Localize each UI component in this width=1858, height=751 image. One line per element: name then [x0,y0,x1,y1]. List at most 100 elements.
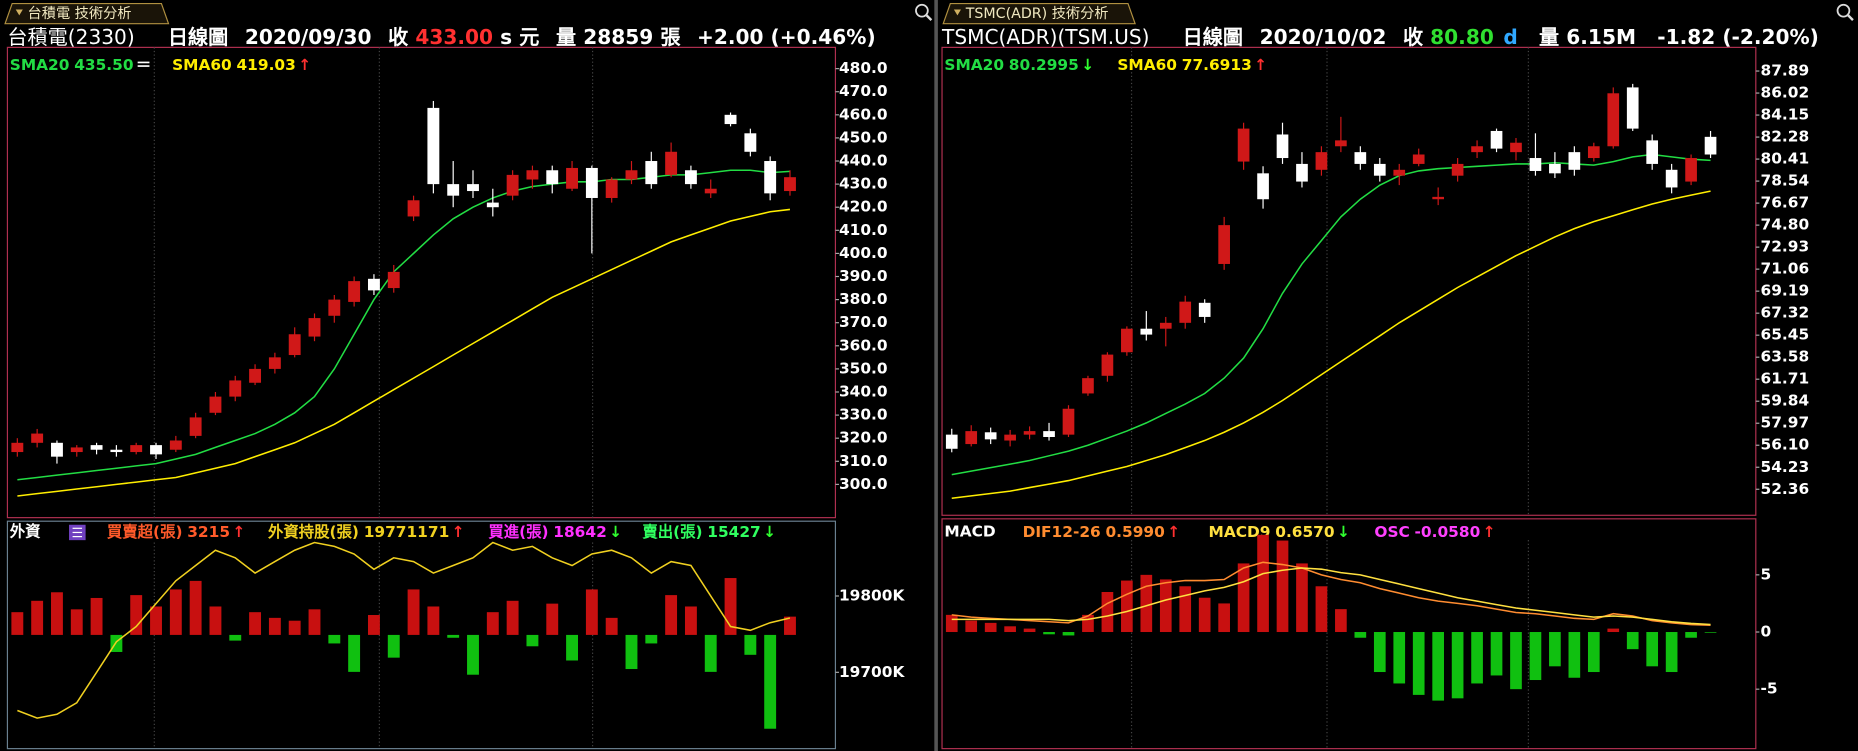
indicator-line [951,567,1711,626]
candle-body [169,440,182,450]
main-frame [941,46,1757,516]
legend-entry: SMA20 435.50 ＝ [10,56,151,74]
y-tick-label: 370.0 [839,313,888,331]
candle-body [1626,87,1639,129]
bar [1101,592,1114,633]
candle-body [209,396,222,413]
legend-value: 15427 [707,522,760,540]
zoom-icon[interactable] [915,3,929,18]
bar [367,615,380,635]
y-tick-label: 390.0 [839,267,888,285]
legend-arrow: ↑ [232,522,245,540]
legend-value: 0.6570 [1275,522,1334,540]
candle-body [625,170,638,180]
legend-name: OSC [1374,522,1409,540]
candle-body [387,271,400,289]
header-item: TSMC(ADR)(TSM.US) [941,24,1149,48]
candle-body [407,200,420,217]
sub-title: MACD [944,522,995,540]
sub-title: 外資 [10,521,41,540]
y-tick-label: 82.28 [1761,128,1810,146]
candle-body [1451,163,1464,176]
header-item: -1.82 (-2.20%) [1657,24,1819,48]
candle-body [1529,158,1542,171]
candle-body [1354,152,1367,164]
candle-body [1023,431,1036,435]
ma-line [951,190,1711,499]
tab-arrow [953,9,961,16]
candle-body [229,380,242,397]
candle-body [704,188,717,194]
y-tick-label: 80.41 [1761,150,1810,168]
bar [1296,563,1308,633]
candle-body [744,133,757,152]
bar [984,622,997,633]
sub-frame [6,520,837,750]
legend-entry: 外資持股(張) 19771171 ↑ [268,521,465,540]
legend-arrow: ↑ [452,522,465,540]
y-tick-label: 63.58 [1761,348,1810,366]
tab-title: 台積電 技術分析 [28,5,132,22]
y-tick-label: 86.02 [1761,84,1810,102]
y-tick-label: 69.19 [1761,282,1810,300]
y-tick-label: 450.0 [839,128,888,146]
bar [229,634,242,641]
bar [486,612,499,635]
bar [1587,632,1600,673]
candle-body [51,442,63,457]
bar [1004,626,1016,633]
candle-body [328,299,341,316]
y-tick-label: 61.71 [1761,370,1810,388]
candle-body [965,431,978,445]
legend-value: 419.03 [236,56,295,74]
bar [566,634,578,661]
candle-body [1393,169,1406,176]
y-tick-label: 74.80 [1761,216,1810,234]
candle-body [1101,354,1114,376]
y-tick-label: 460.0 [839,105,888,123]
bar [1140,574,1153,633]
zoom-icon[interactable] [1836,3,1851,18]
bar [704,634,717,672]
zoom-handle [925,14,933,21]
candle-body [1082,378,1094,394]
legend-arrow: ↑ [1167,522,1180,540]
candle-body [31,433,44,443]
candle-body [724,114,737,125]
bar [605,617,618,635]
legend-name: 外資持股(張) [268,521,359,540]
legend-entry: SMA20 80.2995 ↓ [944,56,1094,74]
ma-line [951,153,1711,476]
bar [764,634,777,729]
y-tick-label: 87.89 [1761,62,1810,80]
bar [1529,632,1542,681]
ma-line [17,208,791,497]
legend-entry: 賣出(張) 15427 ↓ [642,521,776,540]
bar [308,609,321,635]
bar [585,589,598,635]
y-tick-label: 54.23 [1761,458,1810,476]
bar [447,634,460,638]
bar [645,634,658,644]
bar [1432,632,1444,701]
y-tick-label: 57.97 [1761,414,1810,432]
legend-name: SMA20 [10,56,70,74]
y-tick-label: 76.67 [1761,194,1810,212]
candle-body [447,184,460,196]
candle-body [1490,130,1503,149]
bar [965,620,978,633]
bar [1568,632,1581,678]
bar [1451,632,1464,699]
candle-body [1257,173,1269,200]
bar [268,617,281,635]
header-item: 張 [660,24,681,48]
legend-name: SMA20 [944,56,1004,74]
sub-frame [941,518,1757,750]
legend-name: 買進(張) [488,522,548,540]
candle-body [1646,140,1659,164]
legend-name: MACD9 [1209,522,1271,540]
bar [90,597,103,635]
y-tick-label: 440.0 [839,152,888,170]
candle-body [526,170,539,180]
candle-body [764,161,777,194]
